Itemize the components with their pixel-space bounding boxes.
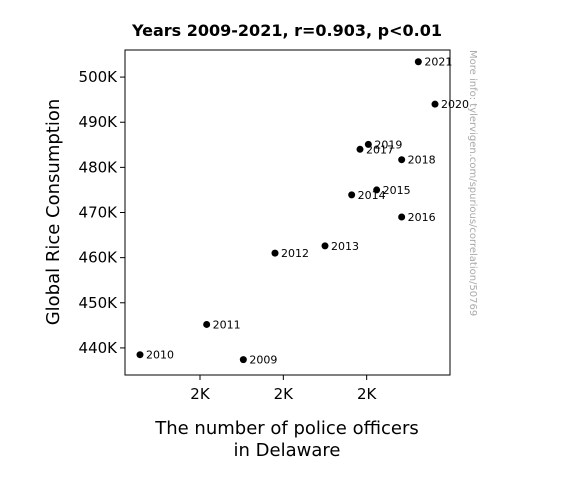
- point-label-2013: 2013: [331, 240, 359, 253]
- y-axis-label: Global Rice Consumption: [43, 99, 64, 326]
- data-point-2019: [364, 140, 372, 148]
- y-tick-label: 460K: [79, 249, 119, 267]
- point-label-2016: 2016: [408, 211, 436, 224]
- x-axis: 2K 2K 2K: [190, 375, 378, 403]
- y-tick-label: 500K: [79, 68, 119, 86]
- y-tick-label: 490K: [79, 113, 119, 131]
- x-axis-label-line-2: in Delaware: [234, 440, 341, 461]
- x-tick-label: 2K: [274, 385, 295, 403]
- point-label-2012: 2012: [281, 247, 309, 260]
- data-point-2014: [348, 191, 356, 199]
- data-point-2013: [321, 242, 329, 250]
- data-point-2009: [239, 356, 247, 364]
- y-tick-label: 450K: [79, 294, 119, 312]
- point-label-2009: 2009: [249, 354, 277, 367]
- data-point-2012: [271, 249, 279, 257]
- point-label-2015: 2015: [383, 184, 411, 197]
- point-label-2014: 2014: [358, 189, 386, 202]
- x-tick-label: 2K: [357, 385, 378, 403]
- point-label-2019: 2019: [374, 138, 402, 151]
- y-tick-label: 480K: [79, 158, 119, 176]
- point-label-2020: 2020: [441, 98, 469, 111]
- point-label-2018: 2018: [408, 154, 436, 167]
- data-point-2018: [398, 156, 406, 164]
- data-point-2017: [356, 145, 364, 153]
- chart-title: Years 2009-2021, r=0.903, p<0.01: [131, 21, 442, 40]
- watermark: More info: tylervigen.com/spurious/corre…: [467, 50, 478, 316]
- data-point-2010: [136, 351, 144, 359]
- point-label-2021: 2021: [424, 56, 452, 69]
- point-label-2010: 2010: [146, 349, 174, 362]
- plot-area: [124, 49, 451, 376]
- x-tick-label: 2K: [190, 385, 211, 403]
- data-point-2011: [203, 320, 211, 328]
- point-label-2011: 2011: [213, 318, 241, 331]
- point-label-2017: 2017: [366, 143, 394, 156]
- y-tick-label: 470K: [79, 204, 119, 222]
- data-point-2020: [431, 100, 439, 108]
- data-point-2021: [414, 58, 422, 66]
- y-axis: 440K 450K 460K 470K 480K 490K 500K: [79, 68, 125, 357]
- data-point-2015: [373, 186, 381, 194]
- x-axis-label-line-1: The number of police officers: [154, 418, 419, 439]
- data-point-2016: [398, 213, 406, 221]
- y-tick-label: 440K: [79, 339, 119, 357]
